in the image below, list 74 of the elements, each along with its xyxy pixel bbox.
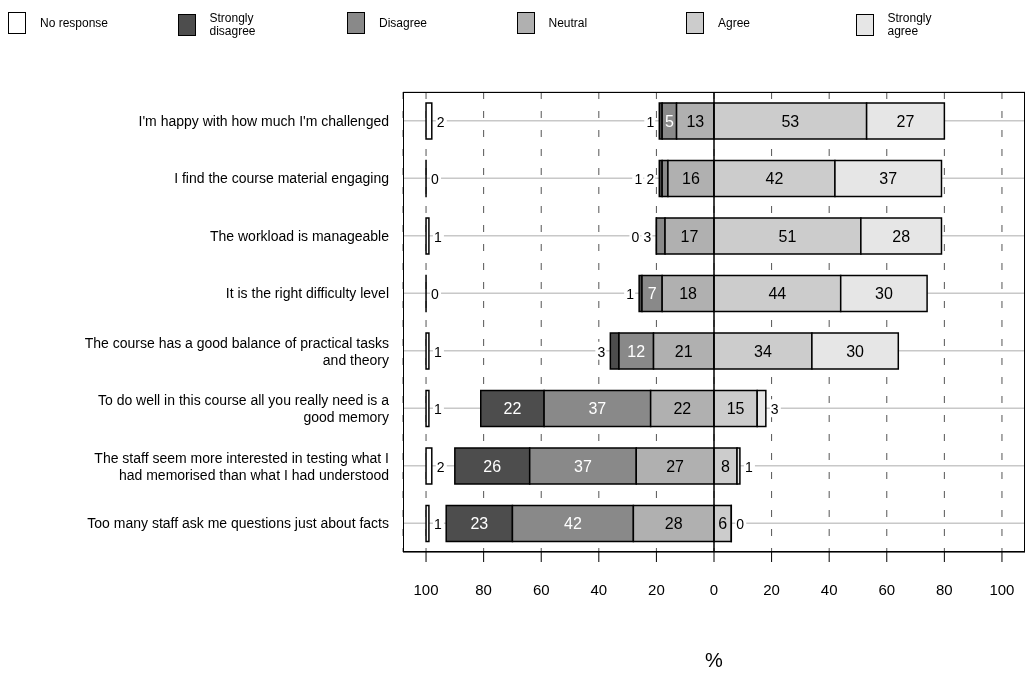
data-label: 7 bbox=[647, 285, 657, 303]
y-tick-label: The workload is manageable bbox=[210, 227, 390, 244]
data-label: 0 bbox=[631, 228, 640, 245]
data-label: 1 bbox=[433, 516, 442, 533]
data-label: 1 bbox=[433, 228, 442, 245]
data-label: 51 bbox=[778, 227, 797, 245]
data-label: 3 bbox=[597, 343, 606, 360]
data-label: 2 bbox=[436, 458, 445, 475]
data-label: 16 bbox=[682, 170, 700, 188]
y-tick-label: The course has a good balance of practical tasks and theory bbox=[84, 334, 389, 368]
data-label: 18 bbox=[679, 285, 698, 303]
y-tick-label: I'm happy with how much I'm challenged bbox=[138, 112, 389, 129]
data-label: 1 bbox=[646, 113, 655, 130]
x-tick-label: 60 bbox=[532, 580, 550, 598]
x-tick-label: 20 bbox=[763, 580, 780, 598]
y-tick-label: Too many staff ask me questions just about facts bbox=[87, 515, 389, 532]
data-label: 6 bbox=[718, 515, 728, 533]
x-axis-title: % bbox=[705, 649, 724, 671]
data-label: 1 bbox=[433, 401, 442, 418]
x-tick-label: 40 bbox=[590, 580, 608, 598]
data-label: 53 bbox=[781, 112, 800, 130]
y-tick-label: It is the right difficulty level bbox=[225, 285, 389, 302]
data-label: 28 bbox=[664, 515, 683, 533]
data-label: 37 bbox=[588, 400, 607, 418]
x-tick-label: 80 bbox=[936, 580, 953, 598]
data-label: 3 bbox=[770, 401, 779, 418]
data-label: 0 bbox=[431, 171, 440, 188]
legend-label: Neutral bbox=[548, 15, 589, 30]
data-label: 44 bbox=[768, 285, 787, 303]
data-label: 2 bbox=[436, 113, 445, 130]
data-label: 30 bbox=[846, 342, 865, 360]
data-label: 21 bbox=[674, 342, 693, 360]
data-label: 0 bbox=[431, 286, 440, 303]
data-label: 2 bbox=[646, 171, 655, 188]
data-label: 28 bbox=[892, 227, 911, 245]
x-tick-label: 100 bbox=[989, 580, 1015, 598]
data-label: 0 bbox=[736, 516, 745, 533]
data-label: 23 bbox=[470, 515, 489, 533]
data-label: 3 bbox=[643, 228, 652, 245]
y-tick-label: The staff seem more interested in testing what I had memorised than what I had understood bbox=[94, 449, 389, 483]
data-label: 17 bbox=[680, 227, 699, 245]
legend-label: Strongly agree bbox=[887, 11, 933, 38]
data-label: 22 bbox=[503, 400, 522, 418]
data-label: 22 bbox=[673, 400, 692, 418]
x-tick-label: 40 bbox=[820, 580, 838, 598]
data-label: 42 bbox=[564, 515, 582, 533]
data-label: 30 bbox=[875, 285, 893, 303]
data-label: 12 bbox=[627, 342, 646, 360]
x-tick-label: 0 bbox=[709, 580, 719, 598]
data-label: 1 bbox=[626, 286, 635, 303]
y-tick-label: To do well in this course all you really need is a good memory bbox=[97, 392, 390, 426]
legend-label: No response bbox=[40, 15, 110, 30]
data-label: 1 bbox=[634, 171, 643, 188]
data-label: 1 bbox=[744, 458, 753, 475]
data-label: 13 bbox=[686, 112, 705, 130]
x-tick-label: 100 bbox=[413, 580, 439, 598]
x-tick-label: 60 bbox=[878, 580, 896, 598]
data-label: 8 bbox=[721, 457, 731, 475]
y-tick-label: I find the course material engaging bbox=[174, 170, 389, 187]
data-label: 1 bbox=[433, 343, 442, 360]
data-label: 15 bbox=[726, 400, 745, 418]
data-label: 27 bbox=[666, 457, 685, 475]
data-label: 34 bbox=[754, 342, 772, 360]
legend-label: Agree bbox=[718, 15, 752, 30]
legend-label: Strongly disagree bbox=[209, 11, 257, 38]
x-tick-label: 80 bbox=[475, 580, 492, 598]
data-label: 5 bbox=[664, 112, 674, 130]
data-label: 42 bbox=[765, 170, 784, 188]
data-label: 37 bbox=[574, 457, 592, 475]
data-label: 27 bbox=[896, 112, 915, 130]
data-label: 37 bbox=[879, 170, 898, 188]
legend-label: Disagree bbox=[379, 15, 429, 30]
x-tick-label: 20 bbox=[648, 580, 665, 598]
data-label: 26 bbox=[483, 457, 502, 475]
